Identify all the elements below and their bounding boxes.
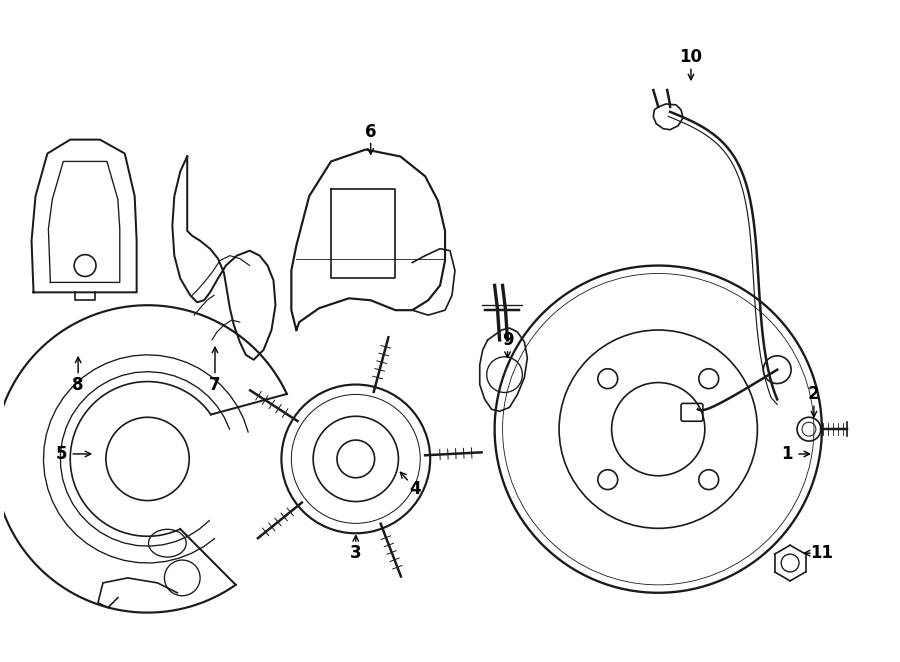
Text: 2: 2 (808, 385, 820, 403)
Text: 5: 5 (56, 445, 67, 463)
Text: 10: 10 (680, 48, 703, 66)
Text: 6: 6 (364, 122, 376, 141)
Text: 11: 11 (810, 544, 833, 562)
Text: 1: 1 (781, 445, 793, 463)
Text: 9: 9 (501, 331, 513, 349)
Text: 4: 4 (410, 480, 421, 498)
Text: 3: 3 (350, 544, 362, 562)
Text: 7: 7 (209, 375, 220, 393)
Text: 8: 8 (72, 375, 84, 393)
